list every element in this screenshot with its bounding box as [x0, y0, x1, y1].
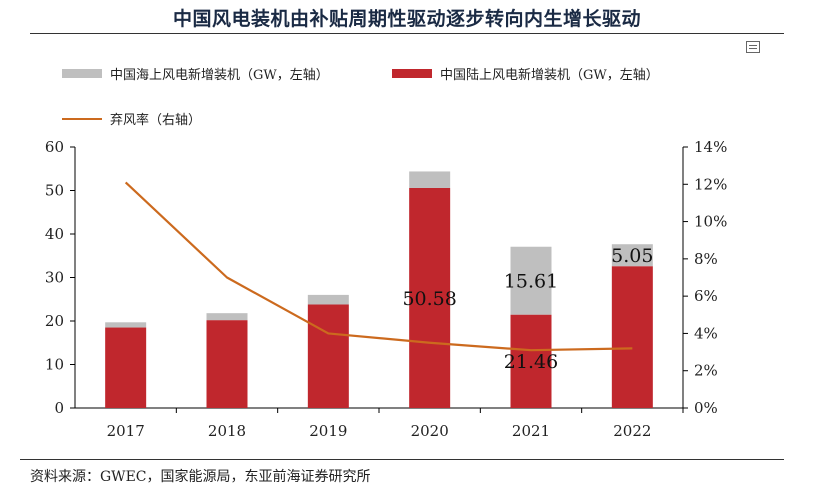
- bar-offshore: [409, 171, 451, 188]
- y-tick-label-left: 0: [54, 399, 64, 417]
- bars: [105, 171, 653, 408]
- source-note: 资料来源：GWEC，国家能源局，东亚前海证券研究所: [30, 469, 371, 485]
- bar-onshore: [409, 187, 451, 408]
- x-tick-label: 2017: [107, 422, 145, 440]
- x-tick-label: 2020: [411, 422, 449, 440]
- chart: 中国海上风电新增装机（GW，左轴） 中国陆上风电新增装机（GW，左轴） 弃风率（…: [45, 67, 727, 440]
- chart-title: 中国风电装机由补贴周期性驱动逐步转向内生增长驱动: [172, 8, 641, 30]
- x-tick-label: 2019: [309, 422, 347, 440]
- bottom-rule: [20, 459, 784, 460]
- bar-onshore: [611, 266, 653, 408]
- x-tick-label: 2021: [512, 422, 550, 440]
- y-tick-label-left: 20: [45, 312, 64, 330]
- data-label: 15.61: [504, 271, 558, 293]
- y-tick-label-left: 10: [45, 356, 64, 374]
- bar-onshore: [307, 304, 349, 408]
- table-icon[interactable]: [746, 41, 760, 53]
- legend-label-curtailment: 弃风率（右轴）: [110, 112, 201, 128]
- data-label: 50.58: [402, 288, 456, 310]
- line-series: [124, 181, 633, 352]
- y-tick-label-right: 2%: [694, 362, 718, 380]
- x-tick-label: 2018: [208, 422, 246, 440]
- bar-onshore: [510, 314, 552, 408]
- bar-offshore: [510, 246, 552, 315]
- x-tick-label: 2022: [613, 422, 651, 440]
- bar-offshore: [611, 244, 653, 267]
- y-tick-label-right: 10%: [694, 213, 727, 231]
- y-tick-label-left: 50: [45, 182, 64, 200]
- data-label: 21.46: [504, 351, 558, 373]
- legend-swatch-onshore: [392, 69, 432, 78]
- y-tick-label-right: 4%: [694, 324, 718, 342]
- top-rule: [30, 33, 784, 34]
- bar-offshore: [105, 322, 147, 328]
- data-labels: 50.58 21.46 15.61 5.05: [402, 245, 653, 373]
- bar-onshore: [206, 320, 248, 408]
- line-curtailment: [124, 181, 633, 352]
- axes: 0 10 20 30 40 50 60 0% 2% 4% 6% 8% 10% 12% 14% 2017 2018…: [45, 138, 727, 440]
- data-label: 5.05: [611, 245, 653, 267]
- y-tick-label-right: 14%: [694, 138, 727, 156]
- bar-offshore: [307, 294, 349, 305]
- y-tick-label-right: 6%: [694, 287, 718, 305]
- y-tick-label-left: 60: [45, 138, 64, 156]
- legend-label-offshore: 中国海上风电新增装机（GW，左轴）: [110, 67, 329, 83]
- y-tick-label-right: 8%: [694, 250, 718, 268]
- legend: 中国海上风电新增装机（GW，左轴） 中国陆上风电新增装机（GW，左轴） 弃风率（…: [62, 67, 659, 128]
- legend-label-onshore: 中国陆上风电新增装机（GW，左轴）: [440, 67, 659, 83]
- bar-onshore: [105, 327, 147, 408]
- y-tick-label-right: 12%: [694, 175, 727, 193]
- y-tick-label-right: 0%: [694, 399, 718, 417]
- y-tick-label-left: 40: [45, 225, 64, 243]
- y-tick-label-left: 30: [45, 269, 64, 287]
- legend-swatch-offshore: [62, 69, 102, 78]
- bar-offshore: [206, 313, 248, 321]
